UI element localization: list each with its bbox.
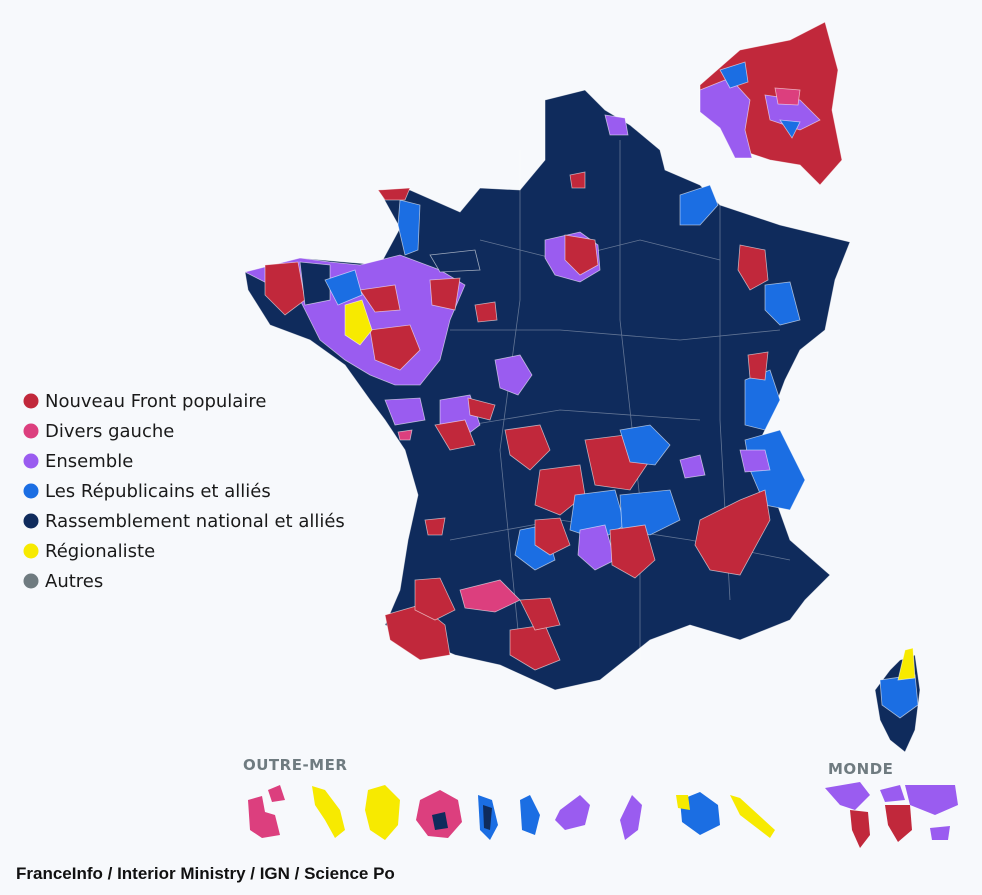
region xyxy=(397,429,413,441)
region xyxy=(719,61,749,89)
region xyxy=(474,301,498,323)
region xyxy=(569,171,586,189)
region xyxy=(747,351,769,381)
legend-swatch xyxy=(23,423,39,439)
region xyxy=(779,119,801,139)
legend-label: Les Républicains et alliés xyxy=(45,481,271,502)
region xyxy=(494,354,533,396)
region xyxy=(619,424,671,466)
region xyxy=(344,299,373,346)
legend-swatch xyxy=(23,483,39,499)
territory xyxy=(730,795,775,838)
region xyxy=(534,464,586,516)
legend-label: Régionaliste xyxy=(45,541,155,562)
region xyxy=(429,277,461,311)
legend-label: Rassemblement national et alliés xyxy=(45,511,345,532)
region xyxy=(504,424,551,471)
territory xyxy=(885,805,912,842)
territory xyxy=(676,795,690,810)
region xyxy=(369,324,421,371)
legend: Nouveau Front populaire Divers gauche Ense… xyxy=(23,391,345,592)
region xyxy=(534,517,571,556)
legend-swatch xyxy=(23,393,39,409)
outre-mer xyxy=(248,785,775,840)
region xyxy=(377,187,411,201)
territory xyxy=(825,782,870,810)
territory xyxy=(248,796,280,838)
region xyxy=(414,577,456,621)
region xyxy=(564,234,599,276)
legend-swatch xyxy=(23,543,39,559)
region xyxy=(604,114,629,136)
region xyxy=(609,524,656,579)
territory xyxy=(268,785,285,802)
territory xyxy=(432,812,448,830)
paris-inset xyxy=(699,21,843,186)
territory xyxy=(905,785,958,815)
region xyxy=(679,454,706,479)
territory xyxy=(930,826,950,840)
legend-label: Divers gauche xyxy=(45,421,174,442)
region xyxy=(429,249,481,273)
world xyxy=(825,782,958,848)
territory xyxy=(483,805,492,830)
inset-title: MONDE xyxy=(828,760,893,778)
region xyxy=(774,87,801,106)
region xyxy=(577,524,616,571)
source: FranceInfo / Interior Ministry / IGN / S… xyxy=(16,864,395,883)
region xyxy=(679,184,719,226)
legend-label: Nouveau Front populaire xyxy=(45,391,266,412)
region xyxy=(384,397,426,426)
region xyxy=(397,199,421,256)
region xyxy=(764,281,801,326)
region xyxy=(264,261,306,316)
legend-swatch xyxy=(23,573,39,589)
corsica xyxy=(874,647,921,753)
region xyxy=(519,597,561,631)
territory xyxy=(312,786,345,838)
legend-swatch xyxy=(23,513,39,529)
legend-label: Ensemble xyxy=(45,451,133,472)
territory xyxy=(680,792,720,835)
territory xyxy=(520,795,540,835)
legend-swatch xyxy=(23,453,39,469)
territory xyxy=(555,795,590,830)
region xyxy=(359,284,401,313)
territory xyxy=(365,785,400,840)
region xyxy=(299,261,331,306)
region xyxy=(737,244,769,291)
region xyxy=(459,579,521,613)
region xyxy=(424,517,446,536)
region xyxy=(739,449,771,473)
region xyxy=(897,647,916,681)
legend-label: Autres xyxy=(45,571,103,592)
region xyxy=(619,489,681,536)
inset-title: OUTRE-MER xyxy=(243,756,347,774)
territory xyxy=(850,810,870,848)
region xyxy=(467,397,496,421)
region xyxy=(324,269,363,306)
mainland-map xyxy=(243,89,851,691)
territory xyxy=(620,795,642,840)
region xyxy=(434,419,476,451)
territory xyxy=(880,785,905,802)
region xyxy=(694,489,771,576)
